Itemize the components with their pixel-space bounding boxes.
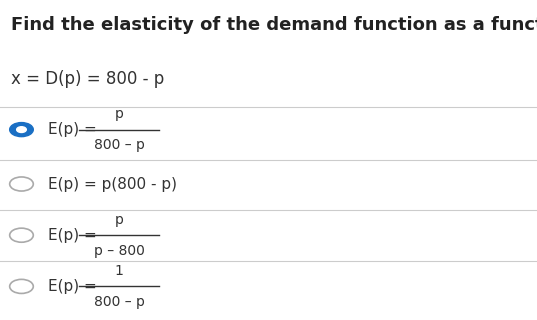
Text: E(p) =: E(p) = [48,279,102,294]
Text: p – 800: p – 800 [93,244,144,258]
Circle shape [17,127,26,132]
Text: p: p [114,107,124,121]
Text: Find the elasticity of the demand function as a function of p.: Find the elasticity of the demand functi… [11,16,537,34]
Text: 1: 1 [114,264,124,278]
Text: E(p) = p(800 - p): E(p) = p(800 - p) [48,177,177,191]
Text: x = D(p) = 800 - p: x = D(p) = 800 - p [11,70,164,88]
Text: p: p [114,213,124,227]
Text: 800 – p: 800 – p [93,138,144,152]
Circle shape [10,123,33,137]
Text: 800 – p: 800 – p [93,295,144,309]
Text: E(p) =: E(p) = [48,228,102,243]
Text: E(p) =: E(p) = [48,122,102,137]
